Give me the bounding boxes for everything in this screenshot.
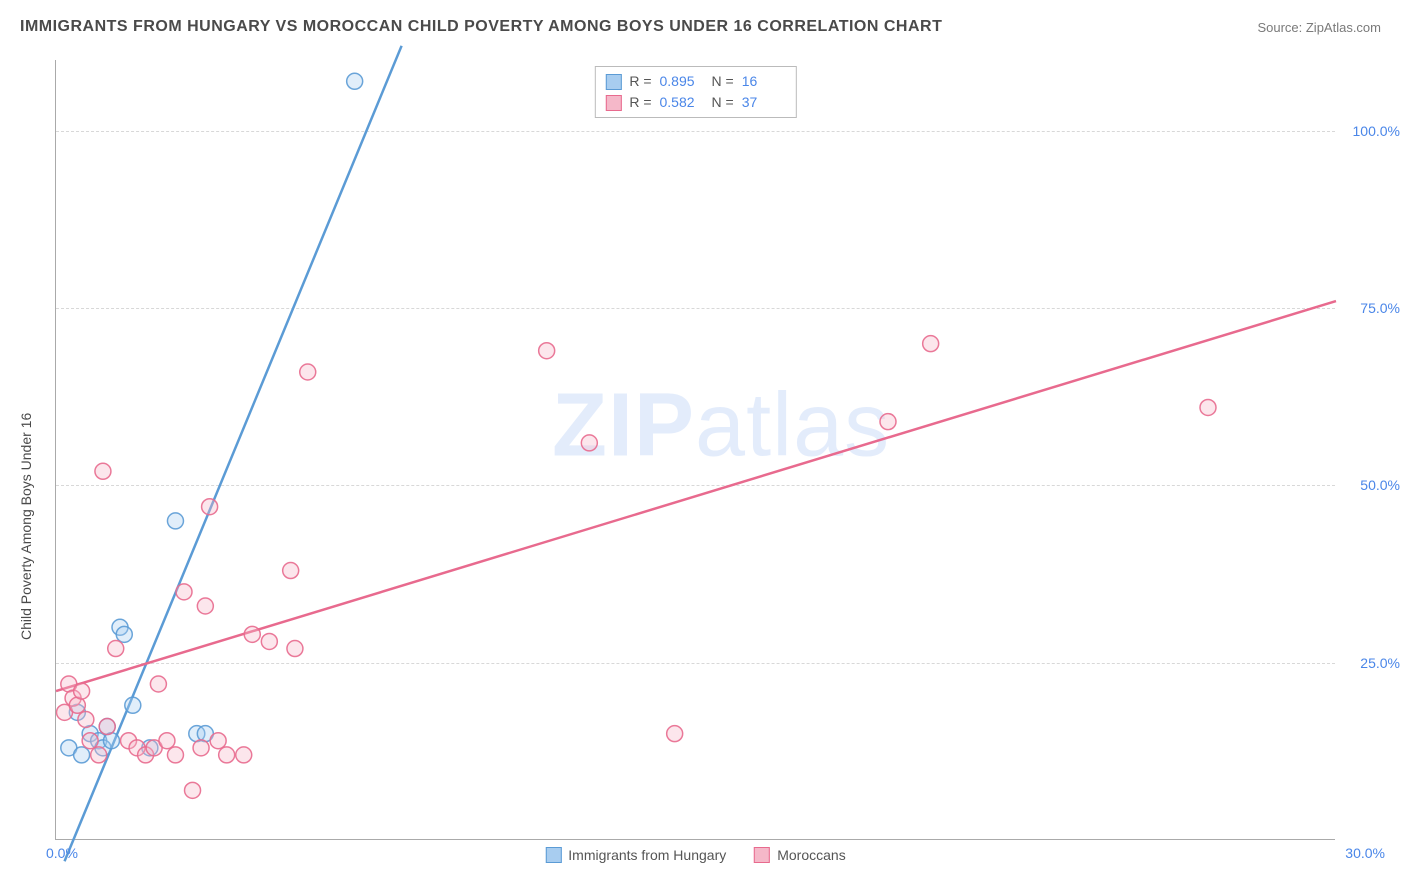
- data-point-moroccans: [219, 747, 235, 763]
- data-point-moroccans: [210, 733, 226, 749]
- series-legend-label: Immigrants from Hungary: [568, 847, 726, 863]
- chart-container: IMMIGRANTS FROM HUNGARY VS MOROCCAN CHIL…: [0, 0, 1406, 892]
- data-point-moroccans: [261, 633, 277, 649]
- y-axis-label: Child Poverty Among Boys Under 16: [18, 413, 34, 640]
- source-value: ZipAtlas.com: [1306, 20, 1381, 35]
- series-legend-item-hungary: Immigrants from Hungary: [545, 847, 726, 863]
- plot-area: ZIPatlas 25.0%50.0%75.0%100.0% R =0.895N…: [55, 60, 1335, 840]
- data-point-moroccans: [150, 676, 166, 692]
- data-point-hungary: [167, 513, 183, 529]
- stat-n-value: 16: [742, 71, 786, 92]
- y-tick-label: 50.0%: [1360, 477, 1400, 493]
- correlation-legend: R = 0.895 N = 16 R = 0.582 N = 37: [594, 66, 796, 118]
- y-tick-label: 75.0%: [1360, 300, 1400, 316]
- data-point-moroccans: [236, 747, 252, 763]
- x-tick-start: 0.0%: [46, 845, 78, 861]
- series-legend: Immigrants from Hungary Moroccans: [545, 847, 845, 863]
- stat-r-label: R =: [629, 71, 651, 92]
- data-point-hungary: [347, 73, 363, 89]
- source-label: Source:: [1257, 20, 1305, 35]
- data-point-moroccans: [1200, 399, 1216, 415]
- data-point-moroccans: [283, 563, 299, 579]
- data-point-moroccans: [159, 733, 175, 749]
- stat-r-value: 0.582: [660, 92, 704, 113]
- data-point-moroccans: [539, 343, 555, 359]
- series-legend-item-moroccans: Moroccans: [754, 847, 845, 863]
- y-tick-label: 25.0%: [1360, 655, 1400, 671]
- data-point-moroccans: [300, 364, 316, 380]
- data-point-moroccans: [82, 733, 98, 749]
- x-tick-end: 30.0%: [1345, 845, 1385, 861]
- data-point-moroccans: [667, 726, 683, 742]
- data-point-moroccans: [581, 435, 597, 451]
- data-point-moroccans: [74, 683, 90, 699]
- y-tick-label: 100.0%: [1353, 123, 1400, 139]
- stat-n-label: N =: [712, 92, 734, 113]
- data-point-moroccans: [185, 782, 201, 798]
- data-point-moroccans: [91, 747, 107, 763]
- data-point-moroccans: [78, 711, 94, 727]
- data-point-moroccans: [95, 463, 111, 479]
- data-point-moroccans: [193, 740, 209, 756]
- stat-r-label: R =: [629, 92, 651, 113]
- data-point-moroccans: [923, 336, 939, 352]
- legend-swatch: [545, 847, 561, 863]
- data-point-moroccans: [108, 641, 124, 657]
- legend-swatch: [754, 847, 770, 863]
- legend-swatch: [605, 95, 621, 111]
- data-point-moroccans: [99, 719, 115, 735]
- chart-title: IMMIGRANTS FROM HUNGARY VS MOROCCAN CHIL…: [20, 18, 942, 36]
- stat-row-moroccans: R = 0.582 N = 37: [605, 92, 785, 113]
- data-point-moroccans: [880, 414, 896, 430]
- data-point-hungary: [74, 747, 90, 763]
- data-point-moroccans: [202, 499, 218, 515]
- data-point-moroccans: [167, 747, 183, 763]
- data-point-hungary: [116, 626, 132, 642]
- data-point-hungary: [125, 697, 141, 713]
- legend-swatch: [605, 74, 621, 90]
- stat-r-value: 0.895: [660, 71, 704, 92]
- source-attribution: Source: ZipAtlas.com: [1257, 20, 1381, 35]
- stat-n-value: 37: [742, 92, 786, 113]
- chart-svg: [56, 60, 1335, 839]
- stat-row-hungary: R = 0.895 N = 16: [605, 71, 785, 92]
- stat-n-label: N =: [712, 71, 734, 92]
- series-legend-label: Moroccans: [777, 847, 845, 863]
- data-point-moroccans: [287, 641, 303, 657]
- data-point-moroccans: [244, 626, 260, 642]
- data-point-moroccans: [197, 598, 213, 614]
- data-point-moroccans: [176, 584, 192, 600]
